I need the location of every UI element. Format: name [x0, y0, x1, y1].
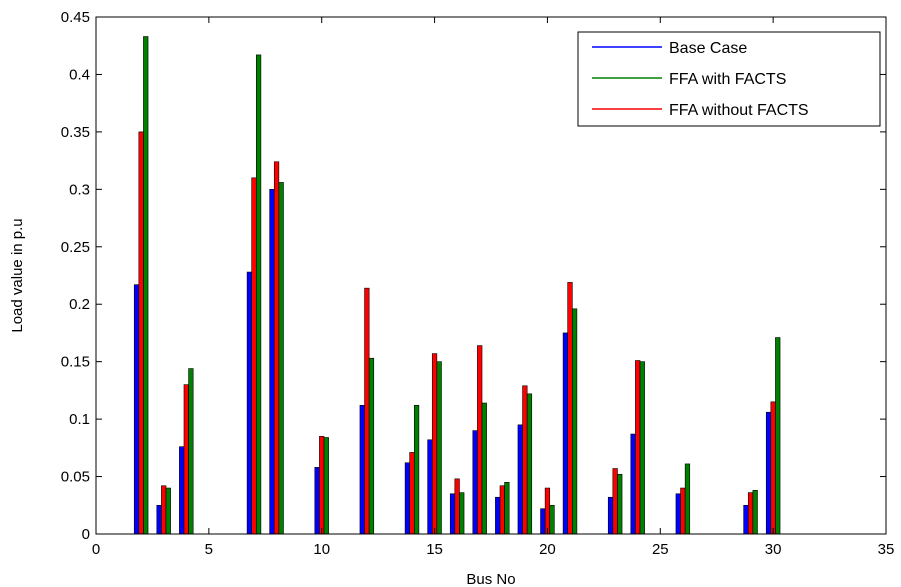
bar-base-case-bus-2 [133, 284, 140, 535]
x-tick-label: 10 [313, 541, 330, 558]
bar-ffa-with-facts-bus-3 [165, 487, 171, 535]
bar-ffa-with-facts-bus-19 [526, 393, 533, 535]
bar-base-case-bus-7 [246, 271, 253, 535]
bar-ffa-with-facts-bus-8 [278, 182, 284, 535]
bar-ffa-with-facts-bus-24 [639, 361, 645, 535]
y-tick-label: 0 [82, 526, 90, 543]
bar-ffa-with-facts-bus-23 [617, 473, 623, 535]
bar-base-case-bus-18 [495, 496, 501, 535]
bar-base-case-bus-10 [314, 467, 320, 535]
bar-ffa-without-facts-bus-20 [544, 487, 551, 535]
bar-ffa-with-facts-bus-12 [368, 357, 375, 535]
bar-ffa-with-facts-bus-30 [775, 337, 781, 535]
bar-ffa-with-facts-bus-21 [571, 308, 578, 535]
bar-ffa-without-facts-bus-29 [747, 492, 754, 535]
bar-ffa-without-facts-bus-14 [409, 452, 415, 535]
y-tick-label: 0.1 [69, 411, 90, 428]
bar-base-case-bus-24 [630, 433, 636, 535]
legend-label: FFA with FACTS [669, 71, 786, 88]
bar-ffa-with-facts-bus-4 [188, 368, 194, 535]
bar-ffa-with-facts-bus-18 [504, 481, 510, 535]
bar-ffa-without-facts-bus-7 [251, 177, 257, 535]
y-axis-label: Load value in p.u [9, 218, 26, 332]
bar-ffa-without-facts-bus-19 [522, 385, 528, 535]
bar-base-case-bus-26 [675, 493, 681, 535]
bar-base-case-bus-20 [540, 508, 546, 535]
bar-ffa-with-facts-bus-15 [436, 361, 442, 535]
bar-ffa-with-facts-bus-17 [481, 402, 487, 535]
bar-ffa-with-facts-bus-26 [684, 463, 691, 535]
bar-base-case-bus-17 [472, 430, 478, 535]
x-axis-label: Bus No [466, 571, 515, 587]
bar-ffa-without-facts-bus-26 [680, 487, 686, 535]
bar-ffa-without-facts-bus-16 [454, 478, 460, 535]
bar-base-case-bus-29 [743, 504, 749, 535]
bar-ffa-without-facts-bus-10 [319, 436, 325, 535]
bar-ffa-without-facts-bus-4 [183, 384, 189, 535]
bar-ffa-without-facts-bus-3 [161, 485, 167, 535]
y-axis: 0 0.05 0.1 0.15 0.2 0.25 0.3 0.35 0.4 0.45 [61, 9, 886, 543]
bar-ffa-without-facts-bus-15 [431, 353, 438, 535]
y-tick-label: 0.3 [69, 181, 90, 198]
bar-ffa-without-facts-bus-21 [567, 282, 573, 535]
bar-ffa-without-facts-bus-12 [364, 287, 370, 535]
x-tick-label: 20 [539, 541, 556, 558]
y-tick-label: 0.35 [61, 124, 90, 141]
x-tick-label: 15 [426, 541, 443, 558]
bar-base-case-bus-19 [517, 424, 523, 535]
bar-base-case-bus-3 [156, 504, 162, 535]
bar-base-case-bus-23 [607, 496, 614, 535]
bar-ffa-without-facts-bus-18 [499, 485, 505, 535]
y-tick-label: 0.25 [61, 239, 90, 256]
bar-ffa-with-facts-bus-14 [413, 405, 420, 535]
bar-ffa-without-facts-bus-24 [635, 360, 641, 535]
bar-ffa-without-facts-bus-30 [770, 401, 776, 535]
bar-base-case-bus-21 [562, 332, 568, 535]
bar-base-case-bus-15 [427, 439, 433, 535]
y-tick-label: 0.45 [61, 9, 90, 26]
bar-ffa-without-facts-bus-23 [612, 468, 618, 535]
bar-ffa-with-facts-bus-20 [549, 504, 555, 535]
bar-ffa-with-facts-bus-2 [143, 36, 149, 535]
legend: Base Case FFA with FACTS FFA without FACTS [577, 31, 881, 127]
bar-base-case-bus-8 [269, 189, 275, 535]
x-tick-label: 25 [652, 541, 669, 558]
bar-ffa-without-facts-bus-2 [138, 131, 144, 535]
bar-base-case-bus-30 [765, 411, 772, 535]
x-tick-label: 35 [878, 541, 895, 558]
y-tick-label: 0.2 [69, 296, 90, 313]
bar-ffa-without-facts-bus-17 [477, 345, 483, 535]
bar-ffa-with-facts-bus-10 [323, 437, 329, 535]
bar-ffa-with-facts-bus-29 [752, 490, 758, 535]
y-tick-label: 0.05 [61, 469, 90, 486]
y-tick-label: 0.15 [61, 354, 90, 371]
x-tick-label: 5 [205, 541, 213, 558]
x-axis: 0 5 10 15 20 25 30 35 [92, 17, 895, 558]
legend-label: Base Case [669, 40, 747, 57]
plot-frame [95, 16, 887, 535]
x-tick-label: 0 [92, 541, 100, 558]
y-tick-label: 0.4 [69, 66, 90, 83]
bar-base-case-bus-12 [359, 405, 365, 535]
bar-base-case-bus-14 [404, 462, 411, 535]
legend-label: FFA without FACTS [669, 102, 809, 119]
bar-base-case-bus-16 [449, 493, 456, 535]
bar-ffa-with-facts-bus-16 [459, 492, 465, 535]
bar-ffa-with-facts-bus-7 [255, 54, 262, 535]
x-tick-label: 30 [765, 541, 782, 558]
bar-base-case-bus-4 [179, 446, 185, 535]
bar-ffa-without-facts-bus-8 [273, 161, 280, 535]
